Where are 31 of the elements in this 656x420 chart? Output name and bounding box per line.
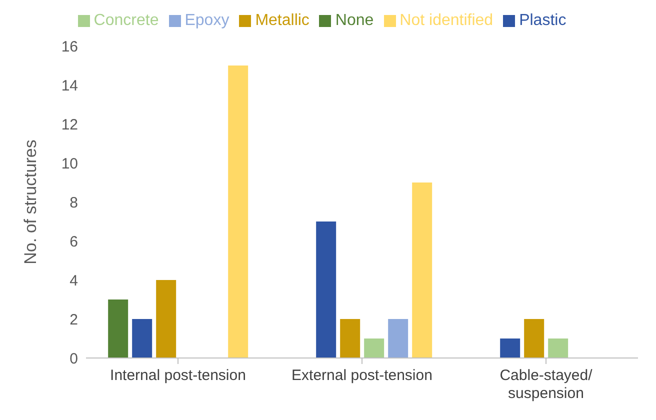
bar [524, 319, 544, 358]
y-tick-label: 12 [61, 116, 78, 134]
y-tick-label: 8 [70, 194, 78, 212]
y-tick-label: 10 [61, 155, 78, 172]
legend-label: Plastic [519, 12, 566, 29]
bar [108, 300, 128, 358]
legend-label: Concrete [94, 12, 159, 29]
bar [500, 338, 520, 358]
bar [412, 182, 432, 358]
legend-label: Epoxy [184, 12, 230, 29]
legend-label: Not identified [400, 12, 494, 29]
bar [364, 338, 384, 358]
bar [340, 319, 360, 358]
bar [548, 338, 568, 358]
y-tick-label: 14 [61, 77, 78, 94]
x-tick-label: Internal post-tension [110, 367, 246, 384]
x-tick-label: External post-tension [292, 367, 432, 384]
bar [316, 222, 336, 358]
x-tick-label: Cable-stayed/ suspension [500, 367, 594, 402]
y-tick-label: 4 [70, 272, 78, 290]
y-tick-label: 16 [61, 38, 78, 56]
bar [388, 319, 408, 358]
legend-label: None [335, 12, 374, 29]
bar [228, 66, 248, 358]
y-axis-title: No. of structures [21, 140, 40, 264]
legend-label: Metallic [255, 12, 310, 29]
bar [132, 319, 152, 358]
y-tick-label: 6 [70, 233, 78, 250]
y-tick-label: 2 [70, 311, 78, 328]
y-tick-label: 0 [70, 350, 78, 368]
bar [156, 280, 176, 358]
